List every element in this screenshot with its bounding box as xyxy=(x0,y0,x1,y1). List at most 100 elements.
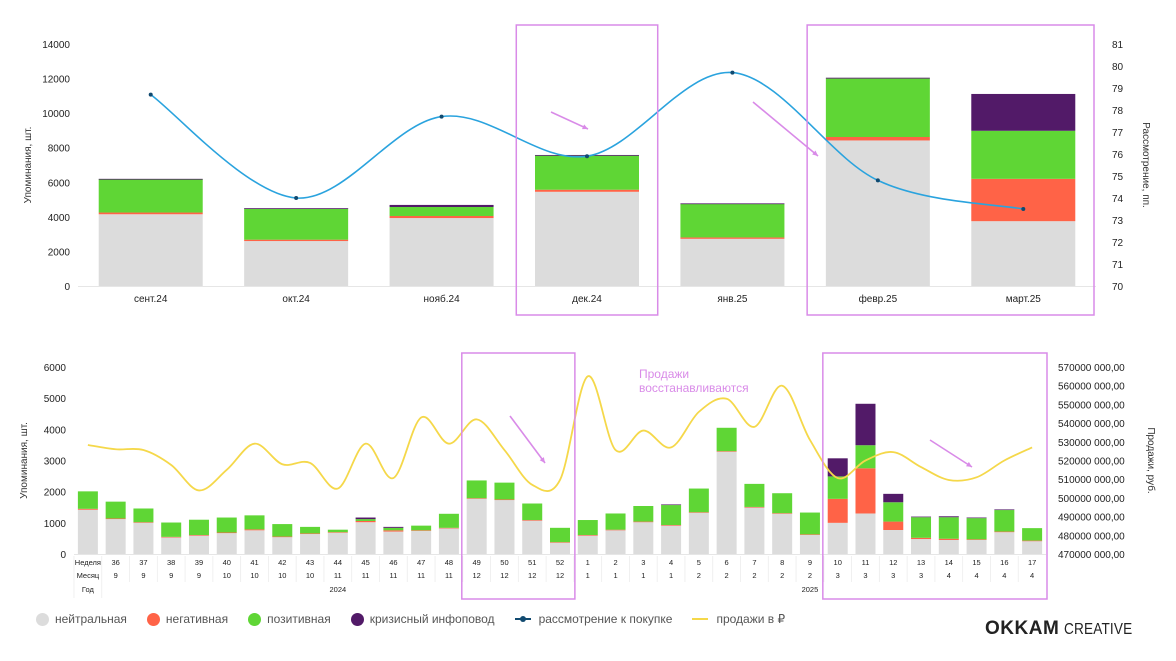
table-month-cell: 4 xyxy=(1030,571,1034,580)
bar-segment-negative xyxy=(466,498,487,499)
bar-segment-neutral xyxy=(799,534,820,554)
y2-axis-title: Продажи, руб. xyxy=(1145,427,1157,493)
brand-logo: OKKAM CREATIVE xyxy=(985,618,1145,640)
table-week-cell: 14 xyxy=(945,558,953,567)
bar-segment-neutral xyxy=(680,238,785,286)
y2-tick-label: 560000 000,00 xyxy=(1058,382,1125,393)
bar-segment-neutral xyxy=(688,512,709,554)
bar-segment-neutral xyxy=(772,513,793,554)
bar-segment-positive xyxy=(383,527,404,531)
legend-item-negative: негативная xyxy=(146,612,229,626)
table-month-cell: 10 xyxy=(306,571,314,580)
bar-segment-neutral xyxy=(389,218,494,286)
bar-segment-positive xyxy=(855,445,876,469)
bar-segment-neutral xyxy=(550,542,570,554)
legend-swatch-line xyxy=(692,618,709,620)
bar-segment-positive xyxy=(911,517,932,538)
bar-segment-positive xyxy=(494,482,515,500)
bar-segment-negative xyxy=(550,542,570,543)
y-tick-label: 10000 xyxy=(42,109,70,120)
y2-tick-label: 500000 000,00 xyxy=(1058,494,1125,505)
table-week-cell: 46 xyxy=(389,558,397,567)
legend-swatch-dot xyxy=(36,612,49,626)
table-month-cell: 4 xyxy=(947,571,951,580)
bar-segment-neutral xyxy=(466,498,487,554)
legend-swatch-dot xyxy=(248,612,262,626)
y2-tick-label: 70 xyxy=(1112,282,1124,293)
table-month-cell: 1 xyxy=(586,571,590,580)
bar-segment-neutral xyxy=(825,140,930,286)
y-tick-label: 6000 xyxy=(44,363,67,374)
legend-label: позитивная xyxy=(267,612,331,626)
table-year-cell: 2024 xyxy=(329,585,346,594)
bar-segment-neutral xyxy=(661,525,682,554)
table-month-cell: 10 xyxy=(250,571,258,580)
x-tick-label: окт.24 xyxy=(282,294,310,305)
table-row-label: Год xyxy=(82,585,95,594)
bar-segment-negative xyxy=(825,136,930,141)
table-week-cell: 38 xyxy=(167,558,175,567)
bar-segment-negative xyxy=(355,520,376,523)
y-tick-label: 8000 xyxy=(48,144,71,155)
table-month-cell: 2 xyxy=(725,571,729,580)
legend-item-neutral: нейтральная xyxy=(36,612,127,626)
table-week-cell: 9 xyxy=(808,558,812,567)
legend-label: негативная xyxy=(165,612,229,626)
y-tick-label: 4000 xyxy=(44,425,67,436)
table-month-cell: 9 xyxy=(141,571,145,580)
legend-label: рассмотрение к покупке xyxy=(538,612,673,626)
bar-segment-neutral xyxy=(272,536,293,554)
highlight-box xyxy=(822,352,1048,600)
bar-segment-negative xyxy=(105,518,126,520)
table-week-cell: 11 xyxy=(862,558,870,567)
bar-segment-negative xyxy=(244,239,349,242)
table-row-label: Неделя xyxy=(75,558,101,567)
y2-tick-label: 470000 000,00 xyxy=(1058,550,1125,561)
bar-segment-neutral xyxy=(605,530,626,554)
legend-swatch-dot xyxy=(350,612,364,626)
legend-item-consideration: рассмотрение к покупке xyxy=(514,612,673,626)
bar-segment-negative xyxy=(216,532,237,534)
bar-segment-positive xyxy=(300,526,321,534)
brand-logo-light: CREATIVE xyxy=(1064,621,1133,638)
table-month-cell: 11 xyxy=(334,571,342,580)
bar-segment-negative xyxy=(161,536,182,538)
bar-segment-negative xyxy=(605,529,626,531)
legend-label: кризисный инфоповод xyxy=(369,612,495,626)
bar-segment-positive xyxy=(883,502,904,522)
table-month-cell: 12 xyxy=(473,571,481,580)
bar-segment-crisis xyxy=(389,204,494,208)
table-week-cell: 17 xyxy=(1028,558,1036,567)
x-tick-label: сент.24 xyxy=(134,294,168,305)
table-week-cell: 41 xyxy=(250,558,258,567)
bar-segment-positive xyxy=(355,519,376,521)
table-week-cell: 6 xyxy=(725,558,729,567)
table-week-cell: 43 xyxy=(306,558,314,567)
table-month-cell: 11 xyxy=(389,571,397,580)
bar-segment-negative xyxy=(966,539,987,540)
table-week-cell: 49 xyxy=(473,558,481,567)
bar-segment-neutral xyxy=(355,522,376,554)
x-tick-label: дек.24 xyxy=(572,294,602,305)
table-month-cell: 9 xyxy=(197,571,201,580)
bar-segment-positive xyxy=(522,503,543,521)
bar-segment-positive xyxy=(633,506,654,522)
y2-tick-label: 550000 000,00 xyxy=(1058,400,1125,411)
bar-segment-positive xyxy=(272,524,293,537)
table-month-cell: 9 xyxy=(169,571,173,580)
bar-segment-positive xyxy=(389,207,494,216)
bar-segment-positive xyxy=(216,517,237,533)
table-month-cell: 10 xyxy=(223,571,231,580)
bar-segment-positive xyxy=(971,130,1076,179)
bar-segment-neutral xyxy=(744,507,765,554)
table-month-cell: 3 xyxy=(863,571,867,580)
y2-tick-label: 480000 000,00 xyxy=(1058,531,1125,542)
y2-tick-label: 72 xyxy=(1112,238,1124,249)
bar-segment-crisis xyxy=(355,517,376,520)
bar-segment-positive xyxy=(98,179,203,213)
bar-segment-negative xyxy=(522,520,543,521)
legend-marker-dot xyxy=(519,616,526,622)
bar-segment-positive xyxy=(535,155,639,190)
y-tick-label: 4000 xyxy=(48,213,71,224)
